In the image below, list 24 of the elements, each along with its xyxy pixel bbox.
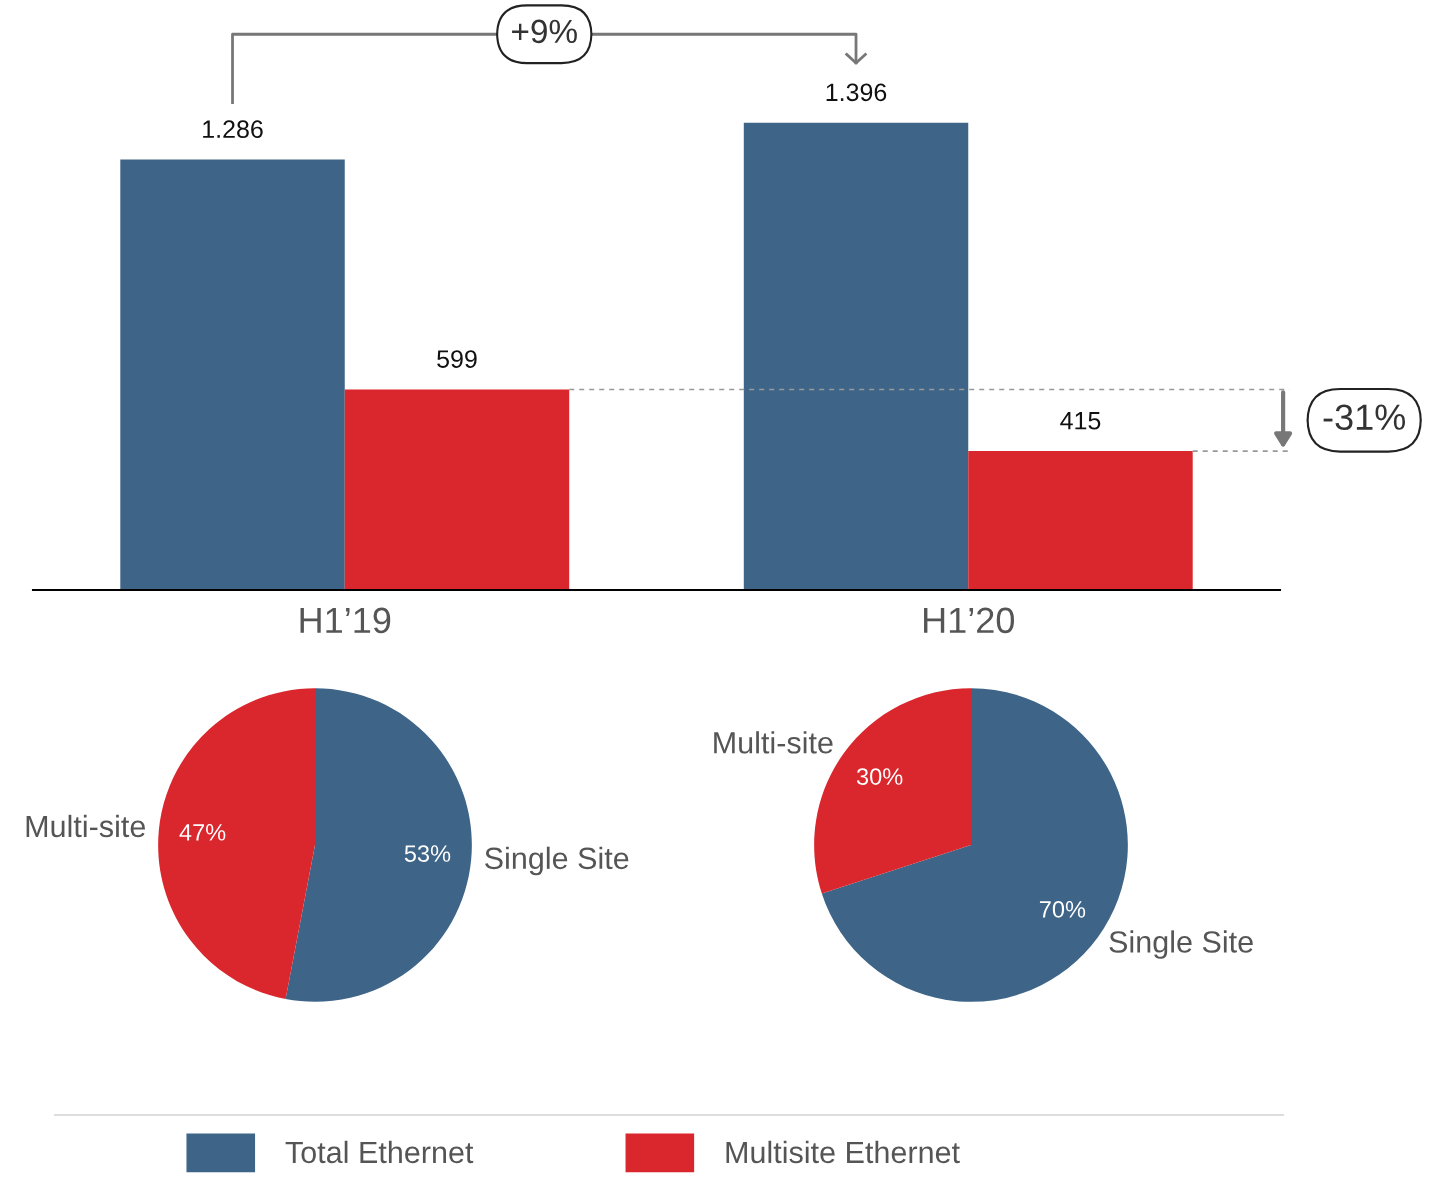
x-tick-label: H1’19 xyxy=(300,607,391,634)
data-label: 30% xyxy=(856,768,903,785)
data-label: 53% xyxy=(404,845,451,862)
x-tick-label: H1’20 xyxy=(924,607,1015,634)
data-label: 1.286 xyxy=(203,120,263,138)
text: +9% xyxy=(512,19,577,44)
data-label: 1.396 xyxy=(826,83,887,102)
bar xyxy=(743,122,969,590)
bar xyxy=(120,159,345,590)
text: -31% xyxy=(1323,404,1406,431)
slice-label: Single Site xyxy=(485,846,629,876)
slice-label: Single Site xyxy=(1109,930,1253,959)
data-label: 47% xyxy=(179,824,226,841)
slice-label: Multi-site xyxy=(26,814,145,838)
data-label: 70% xyxy=(1039,901,1086,918)
slice-label: Multi-site xyxy=(714,731,833,754)
bar xyxy=(344,389,570,590)
legend-label: Multisite Ethernet xyxy=(726,1140,960,1164)
pie-slice xyxy=(158,688,315,1000)
pie-slice xyxy=(285,688,472,1002)
legend-label: Total Ethernet xyxy=(285,1140,474,1164)
data-label: 599 xyxy=(437,350,477,368)
data-label: 415 xyxy=(1060,412,1101,430)
bar xyxy=(968,451,1193,590)
